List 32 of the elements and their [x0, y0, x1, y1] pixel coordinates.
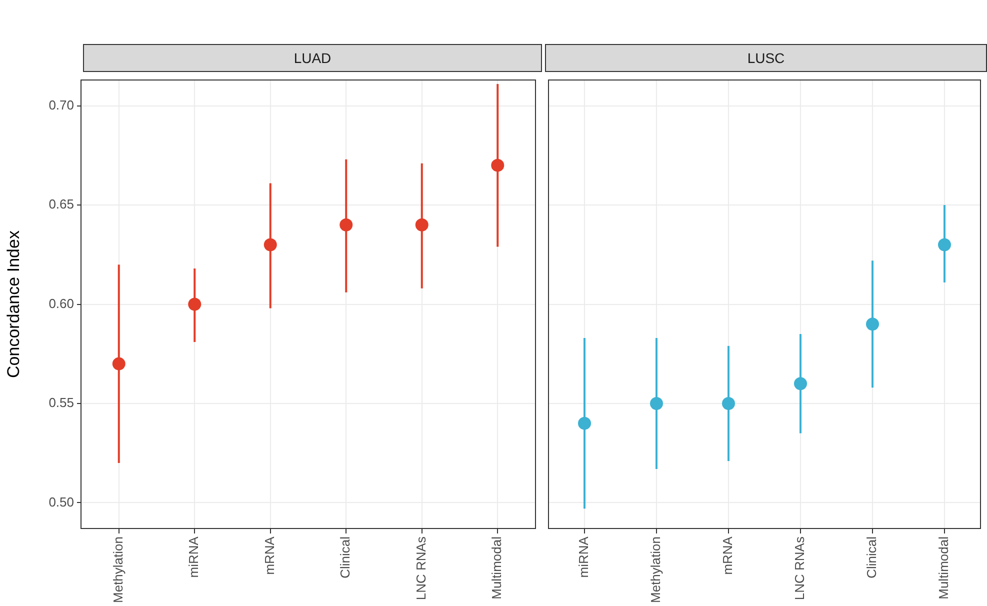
point [264, 238, 277, 252]
y-tick-label: 0.60 [48, 296, 74, 311]
x-tick-label: Methylation [648, 536, 664, 604]
point [650, 396, 663, 410]
x-tick-label: miRNA [186, 536, 202, 578]
x-tick-label: Multimodal [489, 536, 504, 600]
point [722, 396, 735, 410]
y-tick-label: 0.70 [48, 97, 74, 112]
point [112, 357, 126, 370]
point [188, 298, 202, 311]
x-tick-label: mRNA [720, 536, 736, 575]
chart-title: LUAD [83, 44, 542, 72]
x-tick-label: Methylation [110, 536, 126, 604]
point [938, 238, 951, 252]
y-tick-label: 0.55 [48, 395, 74, 410]
y-tick-label: 0.65 [48, 196, 74, 212]
y-tick-label: 0.50 [48, 494, 74, 510]
y-axis-title: Concordance Index [4, 230, 23, 378]
x-tick-label: LNC RNAs [792, 536, 808, 600]
point [794, 377, 807, 390]
x-tick-label: LNC RNAs [413, 536, 428, 600]
x-tick-label: miRNA [576, 536, 592, 578]
x-tick-label: Clinical [864, 536, 880, 578]
x-tick-label: Clinical [338, 536, 353, 578]
x-tick-label: mRNA [262, 536, 277, 575]
x-tick-label: Multimodal [936, 536, 952, 600]
point [578, 416, 591, 430]
point [866, 318, 879, 331]
point [340, 218, 353, 232]
chart-title: LUSC [545, 44, 987, 72]
point [491, 158, 504, 172]
point [415, 218, 428, 232]
